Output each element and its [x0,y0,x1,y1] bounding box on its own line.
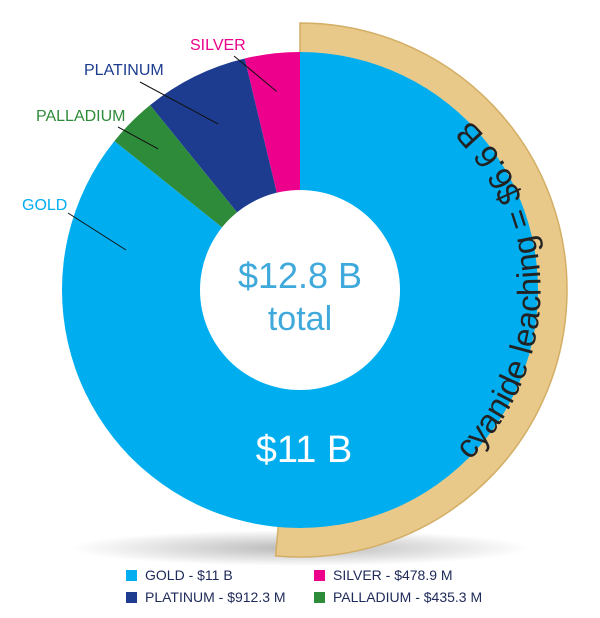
legend-label-silver: SILVER - $478.9 M [333,567,453,583]
legend-item-platinum: PLATINUM - $912.3 M [126,589,314,605]
center-total-label: total [268,300,332,338]
legend-item-silver: SILVER - $478.9 M [314,567,514,583]
leader-line-gold [67,212,127,251]
chart-legend: GOLD - $11 B SILVER - $478.9 M PLATINUM … [126,567,546,605]
legend-label-platinum: PLATINUM - $912.3 M [145,589,286,605]
legend-item-palladium: PALLADIUM - $435.3 M [314,589,514,605]
center-total-value: $12.8 B [238,255,362,296]
donut-hole [200,190,400,390]
slice-label-platinum: PLATINUM [84,62,164,79]
slice-label-silver: SILVER [190,37,246,54]
legend-swatch-silver [314,569,325,581]
leader-line-silver [233,55,277,92]
slice-labels: GOLD PLATINUM PALLADIUM SILVER [22,37,277,251]
legend-label-gold: GOLD - $11 B [145,567,233,583]
leader-line-platinum [139,81,219,125]
leader-line-palladium [117,126,159,150]
legend-label-palladium: PALLADIUM - $435.3 M [333,589,483,605]
gold-slice-value-label: $11 B [256,429,352,471]
slice-label-gold: GOLD [22,197,67,214]
slice-label-palladium: PALLADIUM [36,108,126,125]
legend-swatch-platinum [126,591,137,603]
legend-swatch-palladium [314,591,325,603]
legend-swatch-gold [126,569,137,581]
legend-item-gold: GOLD - $11 B [126,567,314,583]
